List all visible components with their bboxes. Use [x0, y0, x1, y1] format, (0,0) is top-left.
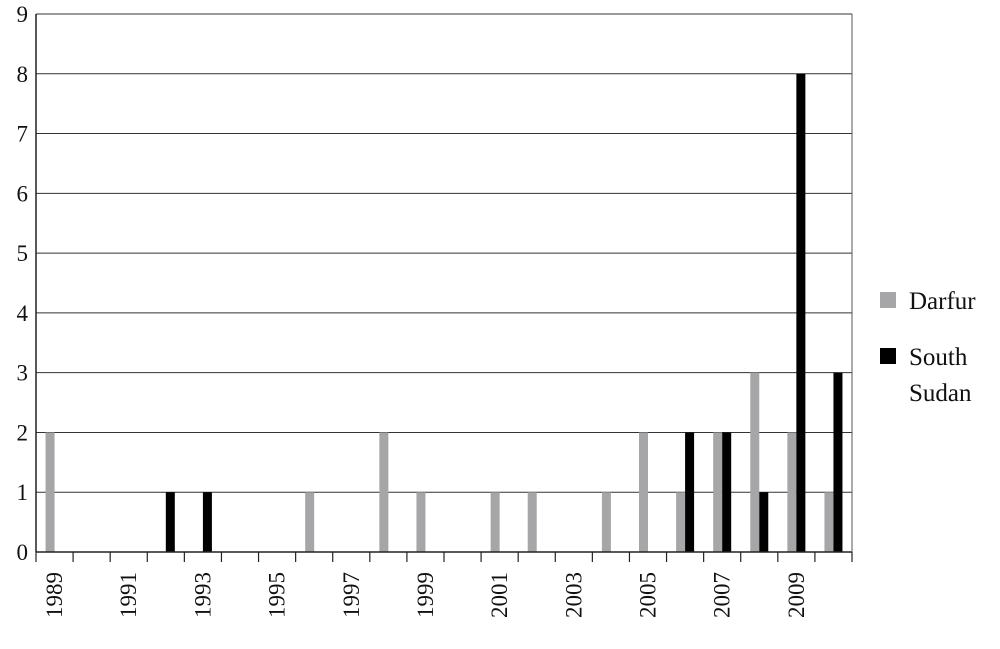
bar-darfur-2006: [676, 492, 686, 552]
axes: [35, 14, 853, 562]
y-tick-label: 6: [17, 181, 29, 206]
y-tick-label: 5: [17, 241, 29, 266]
x-tick-label: 1995: [265, 572, 290, 618]
legend: Darfur South Sudan: [880, 288, 976, 407]
bar-darfur-2004: [601, 492, 611, 552]
bar-south-sudan-1992: [165, 492, 175, 552]
legend-label: Darfur: [909, 288, 976, 315]
bar-darfur-2007: [713, 432, 723, 552]
bar-darfur-1999: [416, 492, 426, 552]
y-tick-label: 4: [17, 301, 29, 326]
y-tick-label: 7: [17, 122, 29, 147]
y-tick-label: 2: [17, 420, 29, 445]
y-tick-label: 1: [17, 480, 29, 505]
x-tick-label: 2007: [710, 572, 735, 618]
x-tick-label: 2003: [561, 572, 586, 618]
bar-south-sudan-2008: [759, 492, 769, 552]
x-tick-label: 1989: [42, 572, 67, 618]
y-tick-label: 3: [17, 361, 29, 386]
x-tick-labels: 1989 1991 1993 1995 1997 1999 2001 2003 2005 2007…: [42, 572, 809, 618]
bar-darfur-1989: [45, 432, 55, 552]
bar-darfur-2001: [490, 492, 500, 552]
legend-label: Sudan: [909, 380, 972, 407]
bar-darfur-2002: [527, 492, 537, 552]
bar-darfur-2008: [750, 372, 760, 552]
y-tick-labels: 0 1 2 3 4 5 6 7 8 9: [17, 2, 29, 565]
bar-darfur-2005: [639, 432, 648, 552]
x-tick-label: 1999: [413, 572, 438, 618]
y-tick-label: 9: [17, 2, 29, 27]
bar-darfur-2009: [787, 432, 797, 552]
bar-south-sudan-2006: [685, 432, 695, 552]
bars: [45, 73, 843, 553]
bar-south-sudan-2009: [796, 73, 806, 553]
x-tick-label: 2009: [784, 572, 809, 618]
x-tick-label: 1991: [116, 572, 141, 618]
y-tick-label: 8: [17, 62, 29, 87]
bar-darfur-1998: [379, 432, 389, 552]
x-tick-label: 1997: [339, 572, 364, 618]
legend-swatch: [880, 348, 896, 364]
x-tick-label: 2005: [636, 572, 661, 618]
y-tick-label: 0: [17, 540, 29, 565]
bar-south-sudan-2010: [833, 372, 843, 552]
x-tick-label: 2001: [487, 572, 512, 618]
bar-south-sudan-1993: [202, 492, 212, 552]
legend-label: South: [909, 344, 968, 371]
x-tick-label: 1993: [190, 572, 215, 618]
gridlines: [36, 13, 852, 493]
bar-darfur-2010: [824, 492, 834, 552]
bar-south-sudan-2007: [722, 432, 732, 552]
bar-darfur-1996: [305, 492, 315, 552]
legend-swatch: [880, 292, 896, 308]
